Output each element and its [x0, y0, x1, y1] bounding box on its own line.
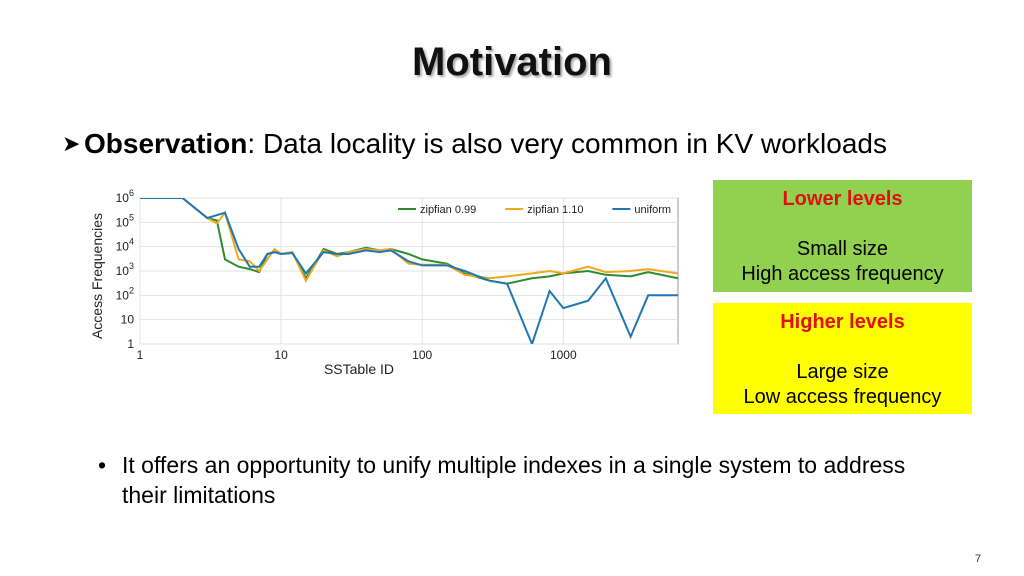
- legend-entry: uniform: [634, 204, 671, 216]
- y-axis-label: Access Frequencies: [89, 213, 105, 339]
- y-tick-label: 103: [116, 261, 134, 278]
- x-tick-label: 1000: [550, 348, 577, 362]
- observation-label: Observation: [84, 128, 248, 159]
- lower-levels-size: Small size: [796, 238, 889, 260]
- observation-text: : Data locality is also very common in K…: [247, 128, 887, 159]
- access-frequency-chart: 1 10 100 1000 1 10 102 103 104 105 106 SSTable ID Ac…: [89, 188, 679, 377]
- bullet-point: • It offers an opportunity to unify mult…: [98, 450, 918, 510]
- slide-title: Motivation: [412, 40, 612, 84]
- lower-levels-frequency: High access frequency: [741, 263, 944, 285]
- higher-levels-size: Large size: [796, 361, 889, 383]
- legend-entry: zipfian 1.10: [527, 204, 583, 216]
- x-axis-label: SSTable ID: [324, 361, 394, 377]
- legend-entry: zipfian 0.99: [420, 204, 476, 216]
- bullet-dot-icon: •: [98, 452, 107, 478]
- y-tick-label: 106: [116, 188, 134, 205]
- observation-line: ➤ Observation: Data locality is also very…: [62, 128, 887, 160]
- higher-levels-heading: Higher levels: [780, 311, 905, 333]
- x-tick-label: 10: [274, 348, 288, 362]
- series-line-uniform: [140, 198, 678, 344]
- series-line-zipfian-0-99: [140, 198, 678, 285]
- lower-levels-box: Lower levels Small size High access freq…: [713, 180, 972, 292]
- x-tick-label: 100: [412, 348, 432, 362]
- y-tick-label: 104: [116, 237, 134, 254]
- higher-levels-frequency: Low access frequency: [743, 386, 942, 408]
- y-tick-label: 10: [121, 313, 135, 327]
- y-tick-label: 105: [116, 212, 134, 229]
- lower-levels-heading: Lower levels: [782, 188, 903, 210]
- series-line-zipfian-1-10: [140, 198, 678, 283]
- bullet-text: It offers an opportunity to unify multip…: [122, 452, 906, 508]
- x-tick-label: 1: [137, 348, 144, 362]
- y-tick-label: 1: [127, 337, 134, 351]
- higher-levels-box: Higher levels Large size Low access freq…: [713, 303, 972, 414]
- arrow-bullet-icon: ➤: [62, 131, 81, 156]
- page-number: 7: [975, 553, 982, 565]
- y-tick-label: 102: [116, 285, 134, 302]
